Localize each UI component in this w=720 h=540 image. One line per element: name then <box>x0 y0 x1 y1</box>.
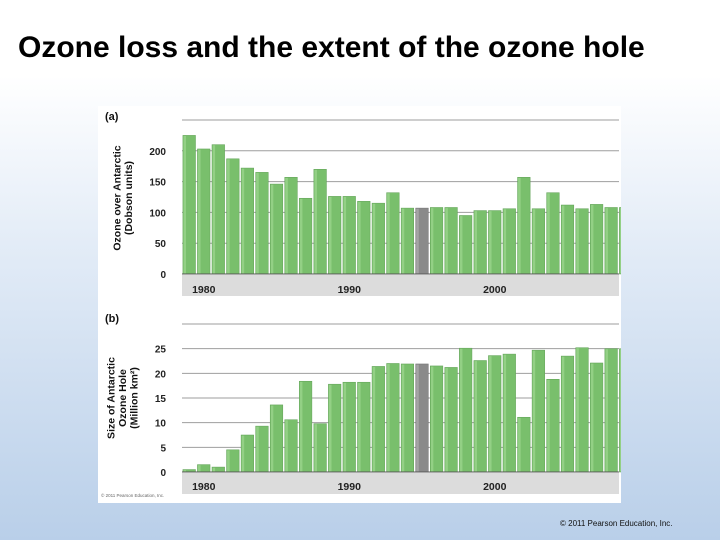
bar-highlight-1989 <box>329 196 332 274</box>
bar-highlight-1983 <box>241 168 245 274</box>
bar-highlight-2001 <box>503 209 507 274</box>
bar-highlight-2000 <box>489 211 492 274</box>
bar-highlight-1989 <box>329 384 332 472</box>
bar-highlight-1992 <box>372 367 376 472</box>
bar-highlight-1993 <box>387 364 390 472</box>
x-tick-label: 1980 <box>192 284 216 296</box>
bar-highlight-1997 <box>445 368 448 472</box>
bar-highlight-1991 <box>358 201 361 274</box>
x-tick-band <box>182 473 619 494</box>
bar-highlight-1996 <box>430 366 434 472</box>
y-tick-label: 0 <box>160 270 166 281</box>
bar-highlight-2000 <box>489 356 492 472</box>
bar-highlight-1985 <box>270 405 274 472</box>
figure-credit: © 2011 Pearson Education, Inc. <box>101 492 164 498</box>
bar-highlight-2006 <box>576 209 579 274</box>
y-axis-label-line: Size of Antarctic <box>106 357 118 439</box>
y-tick-label: 150 <box>149 178 166 189</box>
y-axis-label-line: (Dobson units) <box>123 161 135 235</box>
bar-highlight-1999 <box>474 361 477 472</box>
bar-highlight-1987 <box>299 381 303 472</box>
x-tick-label: 2000 <box>483 481 507 493</box>
y-tick-label: 10 <box>155 419 167 430</box>
y-tick-label: 15 <box>155 394 167 405</box>
bar-highlight-2003 <box>532 209 536 274</box>
ozone-figure: (a) 0 50 100 150 200 1980 1990 2000 Ozone over An… <box>98 106 621 503</box>
bar-highlight-1983 <box>241 435 245 472</box>
bar-highlight-2008 <box>605 208 608 274</box>
panel-label: (a) <box>105 111 119 123</box>
panel-label: (b) <box>105 313 119 325</box>
y-tick-label: 50 <box>155 239 167 250</box>
bar-highlight-2005 <box>561 205 565 274</box>
bar-highlight-1986 <box>285 177 288 274</box>
bar-highlight-1982 <box>227 450 230 472</box>
bar-highlight-1980 <box>198 149 201 274</box>
bar-highlight-1988 <box>314 424 317 472</box>
bar-highlight-2004 <box>547 193 550 274</box>
bar-highlight-1979 <box>183 470 186 472</box>
bar-highlight-1986 <box>285 420 288 472</box>
bar-highlight-2009 <box>620 208 621 274</box>
bar-highlight-1981 <box>212 467 216 472</box>
bar-highlight-1985 <box>270 184 274 274</box>
y-axis-label: Size of AntarcticOzone Hole(Million km²) <box>106 357 141 439</box>
bar-highlight-2007 <box>590 204 594 274</box>
y-axis-label-line: (Million km²) <box>129 367 141 429</box>
bar-highlight-2008 <box>605 349 608 472</box>
bar-highlight-1981 <box>212 145 216 274</box>
y-axis-label-line: Ozone over Antarctic <box>111 145 123 250</box>
bar-highlight-2003 <box>532 350 536 472</box>
bar-highlight-1998 <box>459 348 463 472</box>
bar-highlight-1982 <box>227 159 230 274</box>
bar-highlight-1984 <box>256 172 259 274</box>
bar-highlight-1992 <box>372 203 376 274</box>
y-axis-label: Ozone over Antarctic(Dobson units) <box>111 145 135 250</box>
bar-highlight-1984 <box>256 426 259 472</box>
panel-b-ozone-hole-size: (b) 0 5 10 15 20 25 1980 1990 2000 Size of Antarct… <box>105 313 621 494</box>
bar-highlight-1991 <box>358 382 361 472</box>
bar-highlight-2004 <box>547 379 550 472</box>
y-axis-label-line: Ozone Hole <box>117 369 129 427</box>
bar-highlight-1995 <box>416 208 419 274</box>
bar-highlight-1994 <box>401 208 405 274</box>
bar-highlight-2005 <box>561 356 565 472</box>
bar-highlight-1987 <box>299 198 303 274</box>
bar-highlight-1990 <box>343 196 347 274</box>
y-tick-label: 5 <box>160 443 166 454</box>
x-tick-label: 1990 <box>338 481 362 493</box>
bar-highlight-1997 <box>445 208 448 274</box>
bar-highlight-1979 <box>183 136 186 274</box>
x-tick-label: 2000 <box>483 284 507 296</box>
bar-highlight-1993 <box>387 193 390 274</box>
bar-highlight-2001 <box>503 354 507 472</box>
panel-a-ozone-concentration: (a) 0 50 100 150 200 1980 1990 2000 Ozone over An… <box>105 111 621 296</box>
bar-highlight-1998 <box>459 216 463 274</box>
bar-highlight-2007 <box>590 363 594 472</box>
y-tick-label: 25 <box>155 345 167 356</box>
bar-highlight-1990 <box>343 382 347 472</box>
x-tick-band <box>182 275 619 296</box>
y-tick-label: 0 <box>160 468 166 479</box>
bar-highlight-1995 <box>416 364 419 472</box>
bar-highlight-1994 <box>401 364 405 472</box>
copyright-notice: © 2011 Pearson Education, Inc. <box>560 519 673 528</box>
x-tick-label: 1980 <box>192 481 216 493</box>
y-tick-label: 200 <box>149 147 166 158</box>
bar-highlight-1980 <box>198 465 201 472</box>
bar-highlight-2002 <box>518 177 521 274</box>
bar-highlight-2002 <box>518 417 521 472</box>
bar-highlight-1999 <box>474 211 477 274</box>
slide-title: Ozone loss and the extent of the ozone h… <box>18 31 645 64</box>
bar-highlight-2006 <box>576 348 579 472</box>
x-tick-label: 1990 <box>338 284 362 296</box>
bar-highlight-1996 <box>430 208 434 274</box>
y-tick-label: 100 <box>149 208 166 219</box>
bar-highlight-1988 <box>314 169 317 274</box>
y-tick-label: 20 <box>155 369 167 380</box>
bar-highlight-2009 <box>620 349 621 472</box>
